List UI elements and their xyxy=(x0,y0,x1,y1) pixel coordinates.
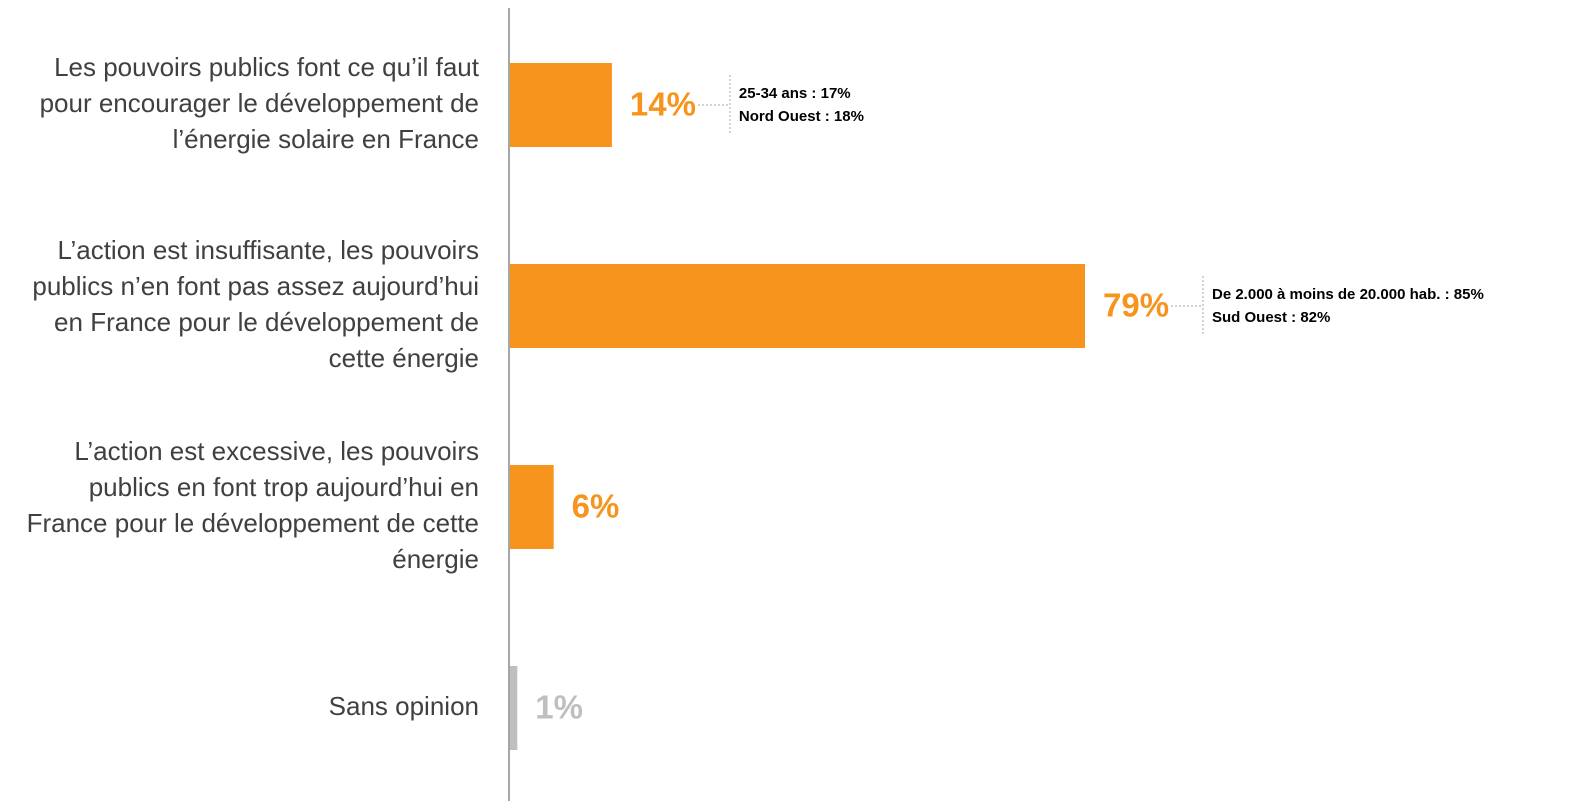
value-label-4: 1% xyxy=(535,689,583,726)
annotation-text-1-2: Nord Ouest : 18% xyxy=(739,108,864,125)
value-label-1: 14% xyxy=(630,86,696,123)
annotation-text-1-1: 25-34 ans : 17% xyxy=(739,85,851,102)
annotation-text-2-2: Sud Ouest : 82% xyxy=(1212,309,1330,326)
category-label-1-line-3: l’énergie solaire en France xyxy=(173,124,479,154)
bar-4 xyxy=(510,666,518,750)
bar-3 xyxy=(510,465,554,549)
category-label-4-line-1: Sans opinion xyxy=(329,691,479,721)
category-label-3-line-3: France pour le développement de cette xyxy=(27,508,479,538)
category-label-2-line-4: cette énergie xyxy=(329,343,479,373)
category-label-2-line-2: publics n’en font pas assez aujourd’hui xyxy=(32,271,479,301)
bar-1 xyxy=(510,63,612,147)
category-label-2-line-3: en France pour le développement de xyxy=(54,307,479,337)
category-label-2-line-1: L’action est insuffisante, les pouvoirs xyxy=(57,235,479,265)
category-label-1-line-1: Les pouvoirs publics font ce qu’il faut xyxy=(54,52,480,82)
bar-2 xyxy=(510,264,1085,348)
annotation-text-2-1: De 2.000 à moins de 20.000 hab. : 85% xyxy=(1212,286,1484,303)
value-label-2: 79% xyxy=(1103,287,1169,324)
category-label-1-line-2: pour encourager le développement de xyxy=(40,88,479,118)
category-label-3-line-1: L’action est excessive, les pouvoirs xyxy=(74,436,479,466)
value-label-3: 6% xyxy=(572,488,620,525)
category-label-3-line-4: énergie xyxy=(392,544,479,574)
category-label-3-line-2: publics en font trop aujourd’hui en xyxy=(89,472,479,502)
